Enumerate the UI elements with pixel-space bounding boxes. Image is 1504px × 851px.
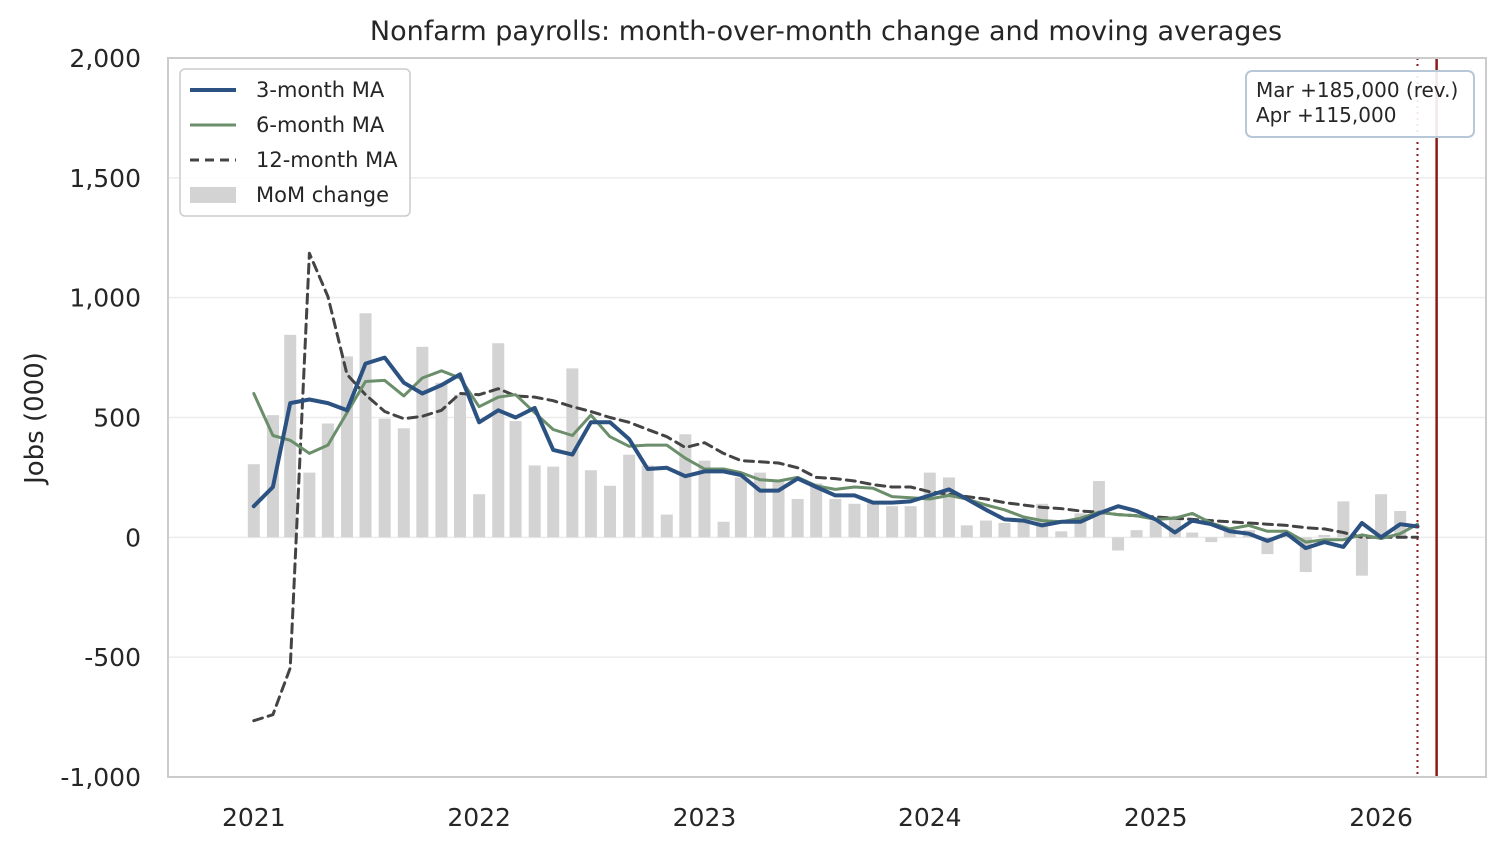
mom-change-bar <box>904 506 917 538</box>
12-month-ma-line <box>252 251 1419 723</box>
y-tick-label: 2,000 <box>69 44 141 73</box>
mom-change-bar <box>547 466 560 538</box>
chart-title: Nonfarm payrolls: month-over-month chang… <box>370 16 1282 47</box>
tick-layer: -1,000 -500 0 500 1,000 1,500 2,000 2021 2022 202… <box>60 44 1412 832</box>
mom-change-bar <box>1337 501 1350 538</box>
annotation-frame <box>1245 70 1475 138</box>
legend-items: 3-month MA 6-month MA 12-month MA MoM chang… <box>190 78 398 207</box>
mom-change-bar <box>942 477 955 538</box>
x-tick-label: 2024 <box>898 803 962 832</box>
mom-change-bar <box>734 477 747 538</box>
legend-label-3-month-ma: 3-month MA <box>256 78 385 102</box>
mom-change-bar <box>1205 537 1218 543</box>
mom-change-bar <box>359 313 372 538</box>
mom-change-bar <box>1375 494 1388 538</box>
plot-frame <box>167 57 1487 778</box>
x-tick-label: 2022 <box>447 803 511 832</box>
mom-change-bar <box>321 423 334 538</box>
mom-change-bar <box>416 346 429 538</box>
annotation-line-1: Mar +185,000 (rev.) <box>1256 78 1458 102</box>
mom-change-bar <box>1186 532 1199 538</box>
mom-change-bar <box>397 428 410 538</box>
mom-change-bar <box>848 503 861 538</box>
mom-change-bar <box>584 470 597 538</box>
mom-change-bar <box>791 498 804 538</box>
marker-layer <box>1416 58 1438 777</box>
mom-change-bar <box>660 514 673 538</box>
mom-change-bar <box>1112 537 1125 551</box>
y-tick-label: -1,000 <box>60 763 141 792</box>
x-tick-label: 2025 <box>1124 803 1188 832</box>
x-tick-label: 2026 <box>1349 803 1413 832</box>
mom-change-bar <box>303 472 316 538</box>
mom-change-bar <box>979 520 992 538</box>
mom-change-bar <box>886 506 899 538</box>
mom-change-bar <box>923 472 936 538</box>
mom-change-bar <box>1092 481 1105 538</box>
mom-change-bar <box>698 460 711 538</box>
mom-change-bar <box>1130 530 1143 538</box>
mom-change-bar <box>509 421 522 538</box>
y-tick-label: 500 <box>93 404 141 433</box>
mom-change-bar <box>1017 520 1030 538</box>
mom-change-bar <box>435 382 448 538</box>
mom-change-bar <box>623 454 636 538</box>
x-tick-label: 2021 <box>222 803 286 832</box>
mom-change-bar <box>1318 534 1331 538</box>
mom-change-bar <box>604 485 617 538</box>
mom-change-bar <box>998 522 1011 538</box>
line-layer <box>251 251 1420 723</box>
mom-change-bar <box>341 356 354 538</box>
mom-change-bar <box>829 498 842 538</box>
mom-change-bar <box>866 501 879 538</box>
y-axis-title: Jobs (000) <box>20 352 50 486</box>
mom-change-bar <box>378 418 391 538</box>
mom-change-bar <box>641 465 654 538</box>
mom-change-bar <box>453 394 466 538</box>
mom-change-bar <box>528 465 541 538</box>
legend-label-mom-change: MoM change <box>256 183 389 207</box>
mom-change-bar <box>1055 531 1068 538</box>
mom-change-bar <box>266 415 279 538</box>
mom-change-bar <box>247 464 260 538</box>
3-month-ma-line <box>251 355 1420 551</box>
y-tick-label: 1,500 <box>69 164 141 193</box>
mom-change-bar <box>717 521 730 538</box>
legend-label-12-month-ma: 12-month MA <box>256 148 398 172</box>
annotation-line-2: Apr +115,000 <box>1256 103 1396 127</box>
mom-change-bar <box>1355 537 1368 576</box>
mom-change-bar <box>679 434 692 538</box>
mom-change-bar <box>960 525 973 538</box>
x-tick-label: 2023 <box>673 803 737 832</box>
mom-change-bar <box>1223 531 1236 538</box>
y-tick-label: 0 <box>125 523 141 552</box>
legend-swatch-mom-change <box>190 187 236 203</box>
legend-box <box>179 68 411 217</box>
mom-change-bar <box>810 483 823 538</box>
mom-change-bar <box>772 479 785 538</box>
mom-change-bar <box>492 343 505 538</box>
mom-change-bar <box>284 334 297 538</box>
y-tick-label: 1,000 <box>69 284 141 313</box>
annotation-box: Mar +185,000 (rev.) Apr +115,000 <box>1245 70 1475 138</box>
legend: 3-month MA 6-month MA 12-month MA MoM chang… <box>179 68 411 217</box>
mom-change-bar <box>754 472 767 538</box>
mom-change-bar <box>473 494 486 538</box>
mom-change-bar <box>1149 520 1162 538</box>
legend-label-6-month-ma: 6-month MA <box>256 113 385 137</box>
bar-layer <box>247 313 1407 576</box>
y-tick-label: -500 <box>84 643 141 672</box>
